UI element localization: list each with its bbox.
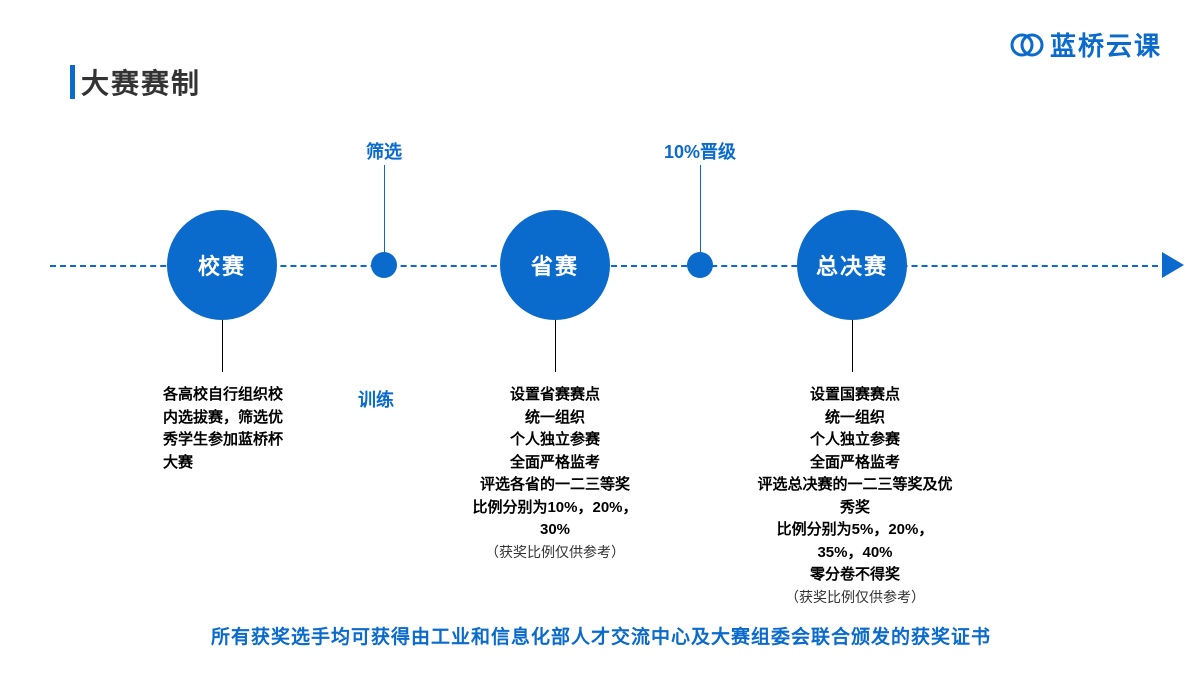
timeline-arrowhead xyxy=(1162,252,1184,278)
page-title: 大赛赛制 xyxy=(81,62,201,102)
title-accent-bar xyxy=(70,65,75,99)
connector-top-label: 筛选 xyxy=(366,138,402,164)
desc-line: 评选总决赛的一二三等奖及优秀奖 xyxy=(755,474,955,519)
desc-line: 设置国赛赛点 xyxy=(755,384,955,407)
brand-logo: 蓝桥云课 xyxy=(1010,26,1162,63)
connector-line-down xyxy=(852,320,853,372)
connector-node xyxy=(687,252,713,278)
stage-label: 校赛 xyxy=(198,249,246,281)
footer-text: 所有获奖选手均可获得由工业和信息化部人才交流中心及大赛组委会联合颁发的获奖证书 xyxy=(0,622,1202,649)
desc-line: 设置省赛赛点 xyxy=(460,384,650,407)
stage-label: 总决赛 xyxy=(816,249,888,281)
connector-top-label: 10%晋级 xyxy=(664,138,736,164)
stage-node-school: 校赛 xyxy=(167,210,277,320)
desc-line: 全面严格监考 xyxy=(755,452,955,475)
connector-line-up xyxy=(700,165,701,253)
desc-final: 设置国赛赛点 统一组织 个人独立参赛 全面严格监考 评选总决赛的一二三等奖及优秀… xyxy=(755,384,955,608)
connector-node xyxy=(371,252,397,278)
logo-icon xyxy=(1010,31,1044,59)
brand-name: 蓝桥云课 xyxy=(1050,26,1162,63)
desc-line: 零分卷不得奖 xyxy=(755,564,955,587)
stage-label: 省赛 xyxy=(531,249,579,281)
desc-line: 全面严格监考 xyxy=(460,452,650,475)
desc-line: 个人独立参赛 xyxy=(460,429,650,452)
desc-school: 各高校自行组织校内选拔赛，筛选优秀学生参加蓝桥杯大赛 xyxy=(163,384,293,474)
desc-province: 设置省赛赛点 统一组织 个人独立参赛 全面严格监考 评选各省的一二三等奖 比例分… xyxy=(460,384,650,563)
desc-line: 比例分别为10%，20%，30% xyxy=(460,497,650,542)
desc-note: （获奖比例仅供参考） xyxy=(460,542,650,563)
connector-line-up xyxy=(384,165,385,253)
desc-line: 统一组织 xyxy=(755,407,955,430)
stage-node-province: 省赛 xyxy=(500,210,610,320)
desc-line: 统一组织 xyxy=(460,407,650,430)
desc-note: （获奖比例仅供参考） xyxy=(755,587,955,608)
connector-line-down xyxy=(222,320,223,372)
stage-node-final: 总决赛 xyxy=(797,210,907,320)
desc-line: 评选各省的一二三等奖 xyxy=(460,474,650,497)
connector-bottom-label: 训练 xyxy=(358,386,394,412)
connector-line-down xyxy=(555,320,556,372)
page-title-wrap: 大赛赛制 xyxy=(70,62,201,102)
desc-line: 比例分别为5%，20%，35%，40% xyxy=(755,519,955,564)
slide: 大赛赛制 蓝桥云课 校赛 各高校自行组织校内选拔赛，筛选优秀学生参加蓝桥杯大赛 … xyxy=(0,0,1202,679)
desc-line: 个人独立参赛 xyxy=(755,429,955,452)
